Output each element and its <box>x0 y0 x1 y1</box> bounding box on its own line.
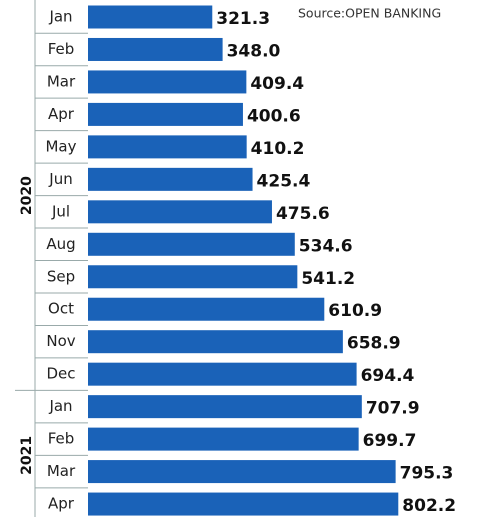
category-label: Jul <box>51 202 70 220</box>
bar <box>88 395 362 419</box>
bar <box>88 70 247 94</box>
bar <box>88 200 272 224</box>
year-label: 2020 <box>19 176 35 215</box>
category-label: Nov <box>46 332 75 350</box>
bar <box>88 265 298 289</box>
bar <box>88 427 359 451</box>
bar <box>88 37 223 61</box>
category-label: Feb <box>48 40 75 58</box>
category-label: May <box>45 137 76 155</box>
bar <box>88 492 399 516</box>
value-label: 795.3 <box>400 464 454 484</box>
bar <box>88 362 357 386</box>
value-label: 610.9 <box>328 301 382 321</box>
bar <box>88 297 325 321</box>
value-label: 707.9 <box>366 399 420 419</box>
category-label: Dec <box>46 365 75 383</box>
value-label: 694.4 <box>361 366 415 386</box>
value-label: 534.6 <box>299 236 353 256</box>
value-label: 475.6 <box>276 204 330 224</box>
bar <box>88 135 247 159</box>
year-label: 2021 <box>19 436 35 475</box>
category-label: Jun <box>48 170 72 188</box>
category-label: Jan <box>48 8 72 26</box>
category-label: Sep <box>47 267 75 285</box>
bar <box>88 167 253 191</box>
value-label: 658.9 <box>347 334 401 354</box>
bar <box>88 330 343 354</box>
value-label: 541.2 <box>301 269 355 289</box>
category-label: Apr <box>48 105 75 123</box>
value-label: 348.0 <box>227 41 281 61</box>
value-label: 321.3 <box>216 9 270 29</box>
category-label: Apr <box>48 495 75 513</box>
category-label: Jan <box>48 397 72 415</box>
value-label: 699.7 <box>363 431 417 451</box>
source: Source:OPEN BANKING <box>298 6 441 21</box>
category-label: Aug <box>46 235 75 253</box>
bar <box>88 232 295 256</box>
value-label: 400.6 <box>247 106 301 126</box>
value-label: 409.4 <box>250 74 304 94</box>
category-label: Oct <box>48 300 74 318</box>
category-label: Mar <box>47 462 76 480</box>
bar <box>88 102 243 126</box>
bar <box>88 460 396 484</box>
bar <box>88 5 213 29</box>
value-label: 802.2 <box>402 496 456 516</box>
category-label: Mar <box>47 72 76 90</box>
value-label: 425.4 <box>257 171 311 191</box>
category-label: Feb <box>48 430 75 448</box>
value-label: 410.2 <box>251 139 305 159</box>
